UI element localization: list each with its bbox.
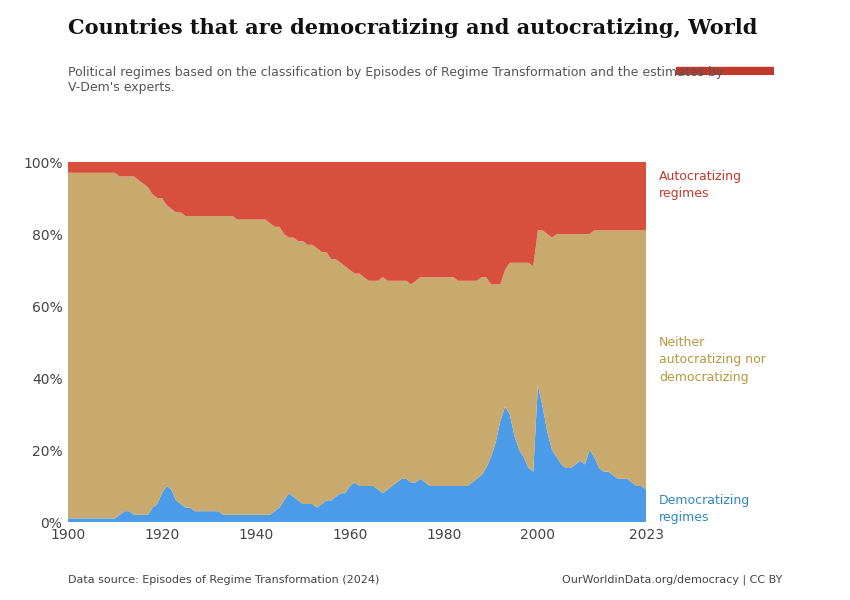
Text: Countries that are democratizing and autocratizing, World: Countries that are democratizing and aut… <box>68 18 757 38</box>
Text: Autocratizing
regimes: Autocratizing regimes <box>659 170 742 200</box>
Text: OurWorldinData.org/democracy | CC BY: OurWorldinData.org/democracy | CC BY <box>562 575 782 585</box>
Text: Our World: Our World <box>693 30 756 40</box>
Bar <box>676 67 774 75</box>
Text: in Data: in Data <box>702 47 747 57</box>
Text: Democratizing
regimes: Democratizing regimes <box>659 494 750 524</box>
Text: Data source: Episodes of Regime Transformation (2024): Data source: Episodes of Regime Transfor… <box>68 575 379 585</box>
Text: Neither
autocratizing nor
democratizing: Neither autocratizing nor democratizing <box>659 337 766 383</box>
Text: Political regimes based on the classification by Episodes of Regime Transformati: Political regimes based on the classific… <box>68 66 723 94</box>
